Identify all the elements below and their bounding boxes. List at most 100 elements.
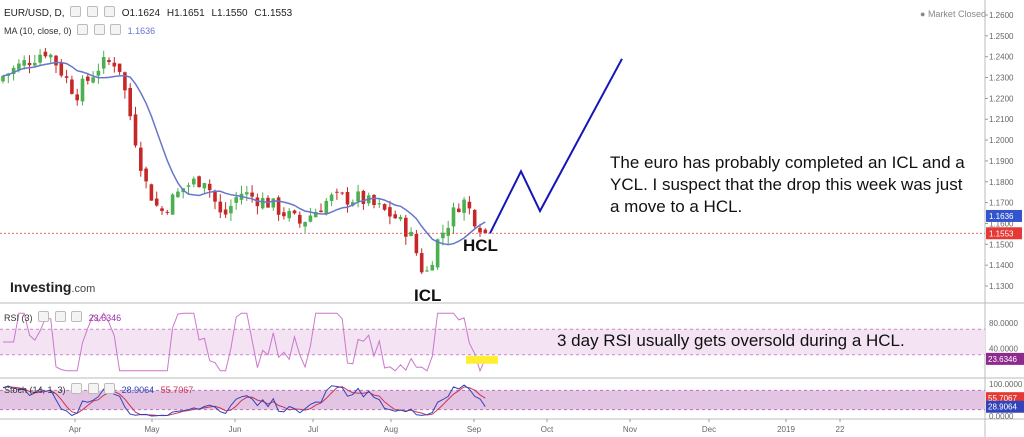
x-tick-label: Jun (229, 425, 242, 434)
candle-up (287, 210, 291, 219)
candle-up (33, 62, 37, 66)
candle-down (213, 190, 217, 202)
candle-down (478, 227, 482, 233)
rsi-note: 3 day RSI usually gets oversold during a… (557, 331, 905, 350)
candle-down (335, 191, 339, 193)
stoch-band (0, 390, 985, 410)
candle-down (154, 198, 159, 206)
y-tick-label: 1.1800 (989, 178, 1014, 187)
candle-up (324, 200, 329, 214)
y-tick-label: 1.1500 (989, 240, 1014, 249)
rsi-badge-bg (986, 352, 1024, 365)
close-icon[interactable] (110, 24, 122, 35)
candle-down (64, 76, 69, 78)
visibility-icon[interactable] (93, 24, 105, 35)
candle-down (345, 191, 350, 205)
candle-down (70, 79, 74, 94)
stoch-d-line (2, 386, 486, 417)
stoch-header: Stoch (14, 1, 3) 28.9064 55.7067 (4, 383, 193, 395)
candle-up (17, 63, 21, 71)
y-tick-label: 1.1300 (989, 282, 1014, 291)
gear-icon[interactable] (77, 24, 89, 35)
close-icon[interactable] (103, 6, 115, 17)
candle-down (404, 217, 408, 237)
candle-down (372, 194, 376, 206)
stoch-k-value: 28.9064 (121, 385, 155, 395)
gear-icon[interactable] (38, 311, 50, 322)
gear-icon[interactable] (71, 383, 83, 394)
ohlc-high: H1.1651 (166, 8, 205, 19)
y-tick-label: 1.2400 (989, 53, 1014, 62)
candle-up (451, 207, 456, 227)
candle-down (123, 72, 127, 91)
close-icon[interactable] (104, 383, 116, 394)
candle-up (234, 197, 238, 203)
hcl-label: HCL (463, 236, 498, 255)
y-tick-label: 1.2100 (989, 115, 1014, 124)
visibility-icon[interactable] (54, 311, 66, 322)
candle-down (298, 214, 302, 224)
candle-down (128, 88, 132, 117)
candle-down (419, 253, 424, 273)
candle-up (229, 205, 233, 214)
candle-down (117, 63, 122, 72)
y-tick-label: 1.2500 (989, 32, 1014, 41)
visibility-icon[interactable] (87, 6, 99, 17)
candle-up (11, 67, 16, 75)
ma-price-badge: 1.1636 (989, 212, 1014, 221)
candle-up (446, 227, 450, 236)
symbol-label[interactable]: EUR/USD, D, (4, 8, 65, 19)
stoch-k-badge-bg (986, 400, 1024, 413)
ma-label[interactable]: MA (10, close, 0) (4, 26, 72, 36)
stoch-d-value: 55.7067 (160, 385, 194, 395)
investing-logo: Investing.com (10, 279, 96, 295)
candle-up (176, 191, 180, 198)
candle-down (165, 211, 170, 213)
candle-down (340, 192, 344, 194)
stoch-d-badge: 55.7067 (988, 394, 1017, 403)
x-tick-label: Jul (308, 425, 318, 434)
candle-down (382, 204, 387, 210)
candle-up (271, 198, 276, 208)
analysis-note: The euro has probably completed an ICL a… (610, 153, 965, 216)
ma-price-badge-bg (986, 209, 1022, 222)
candle-down (133, 114, 138, 146)
x-tick-label: Apr (69, 425, 82, 434)
gear-icon[interactable] (70, 6, 82, 17)
candle-up (96, 70, 101, 76)
candle-up (260, 197, 265, 209)
current-price-badge-bg (986, 227, 1022, 240)
candle-down (54, 55, 58, 66)
candle-up (170, 194, 175, 215)
rsi-label[interactable]: RSI (3) (4, 313, 33, 323)
x-tick-label: 22 (836, 425, 845, 434)
candle-down (388, 207, 392, 217)
rsi-tick-label: 80.0000 (989, 319, 1018, 328)
y-tick-label: 1.1600 (989, 219, 1014, 228)
stoch-label[interactable]: Stoch (14, 1, 3) (4, 385, 66, 395)
candle-down (457, 208, 461, 213)
candle-up (186, 185, 191, 187)
candle-up (430, 264, 435, 271)
x-tick-label: Sep (467, 425, 482, 434)
visibility-icon[interactable] (87, 383, 99, 394)
candle-down (276, 197, 281, 215)
candle-up (351, 202, 355, 206)
ohlc-low: L1.1550 (211, 8, 248, 19)
ma-header: MA (10, close, 0) 1.1636 (4, 24, 155, 36)
candle-down (282, 212, 286, 217)
candle-up (377, 203, 382, 205)
close-icon[interactable] (71, 311, 83, 322)
rsi-line (3, 312, 486, 373)
candle-down (393, 214, 397, 219)
candle-up (425, 270, 429, 272)
rsi-band (0, 329, 985, 355)
candle-up (409, 231, 413, 236)
y-tick-label: 1.2200 (989, 94, 1014, 103)
x-tick-label: Dec (702, 425, 716, 434)
candle-down (27, 62, 32, 66)
candle-up (101, 57, 106, 69)
candle-down (59, 63, 64, 76)
